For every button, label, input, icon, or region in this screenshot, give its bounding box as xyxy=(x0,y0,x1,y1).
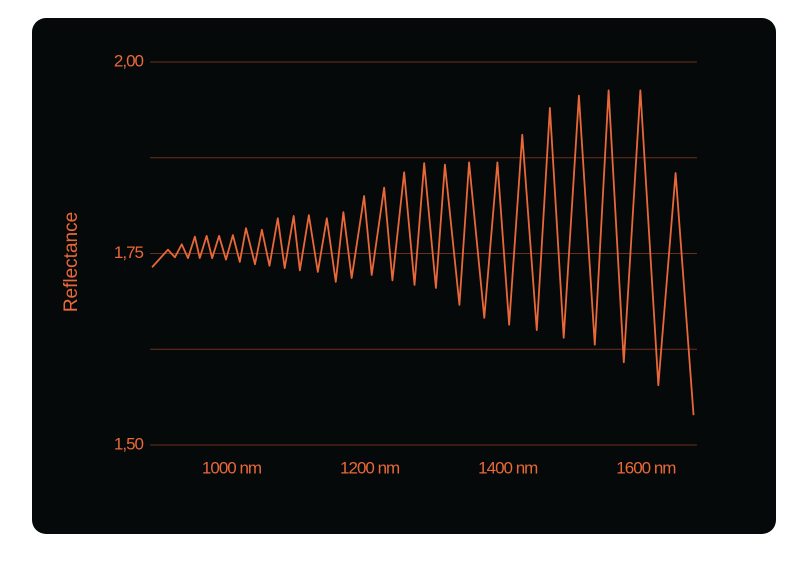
x-tick-label: 1400 nm xyxy=(478,458,538,477)
y-tick-label: 1,75 xyxy=(114,243,144,262)
y-tick-label: 1,50 xyxy=(114,434,144,453)
x-tick-label: 1000 nm xyxy=(202,458,262,477)
y-tick-label: 2,00 xyxy=(114,51,144,70)
x-tick-label: 1600 nm xyxy=(616,458,676,477)
y-axis-title: Reflectance xyxy=(61,212,82,312)
data-line xyxy=(151,89,695,416)
x-tick-label: 1200 nm xyxy=(340,458,400,477)
card xyxy=(32,18,776,534)
